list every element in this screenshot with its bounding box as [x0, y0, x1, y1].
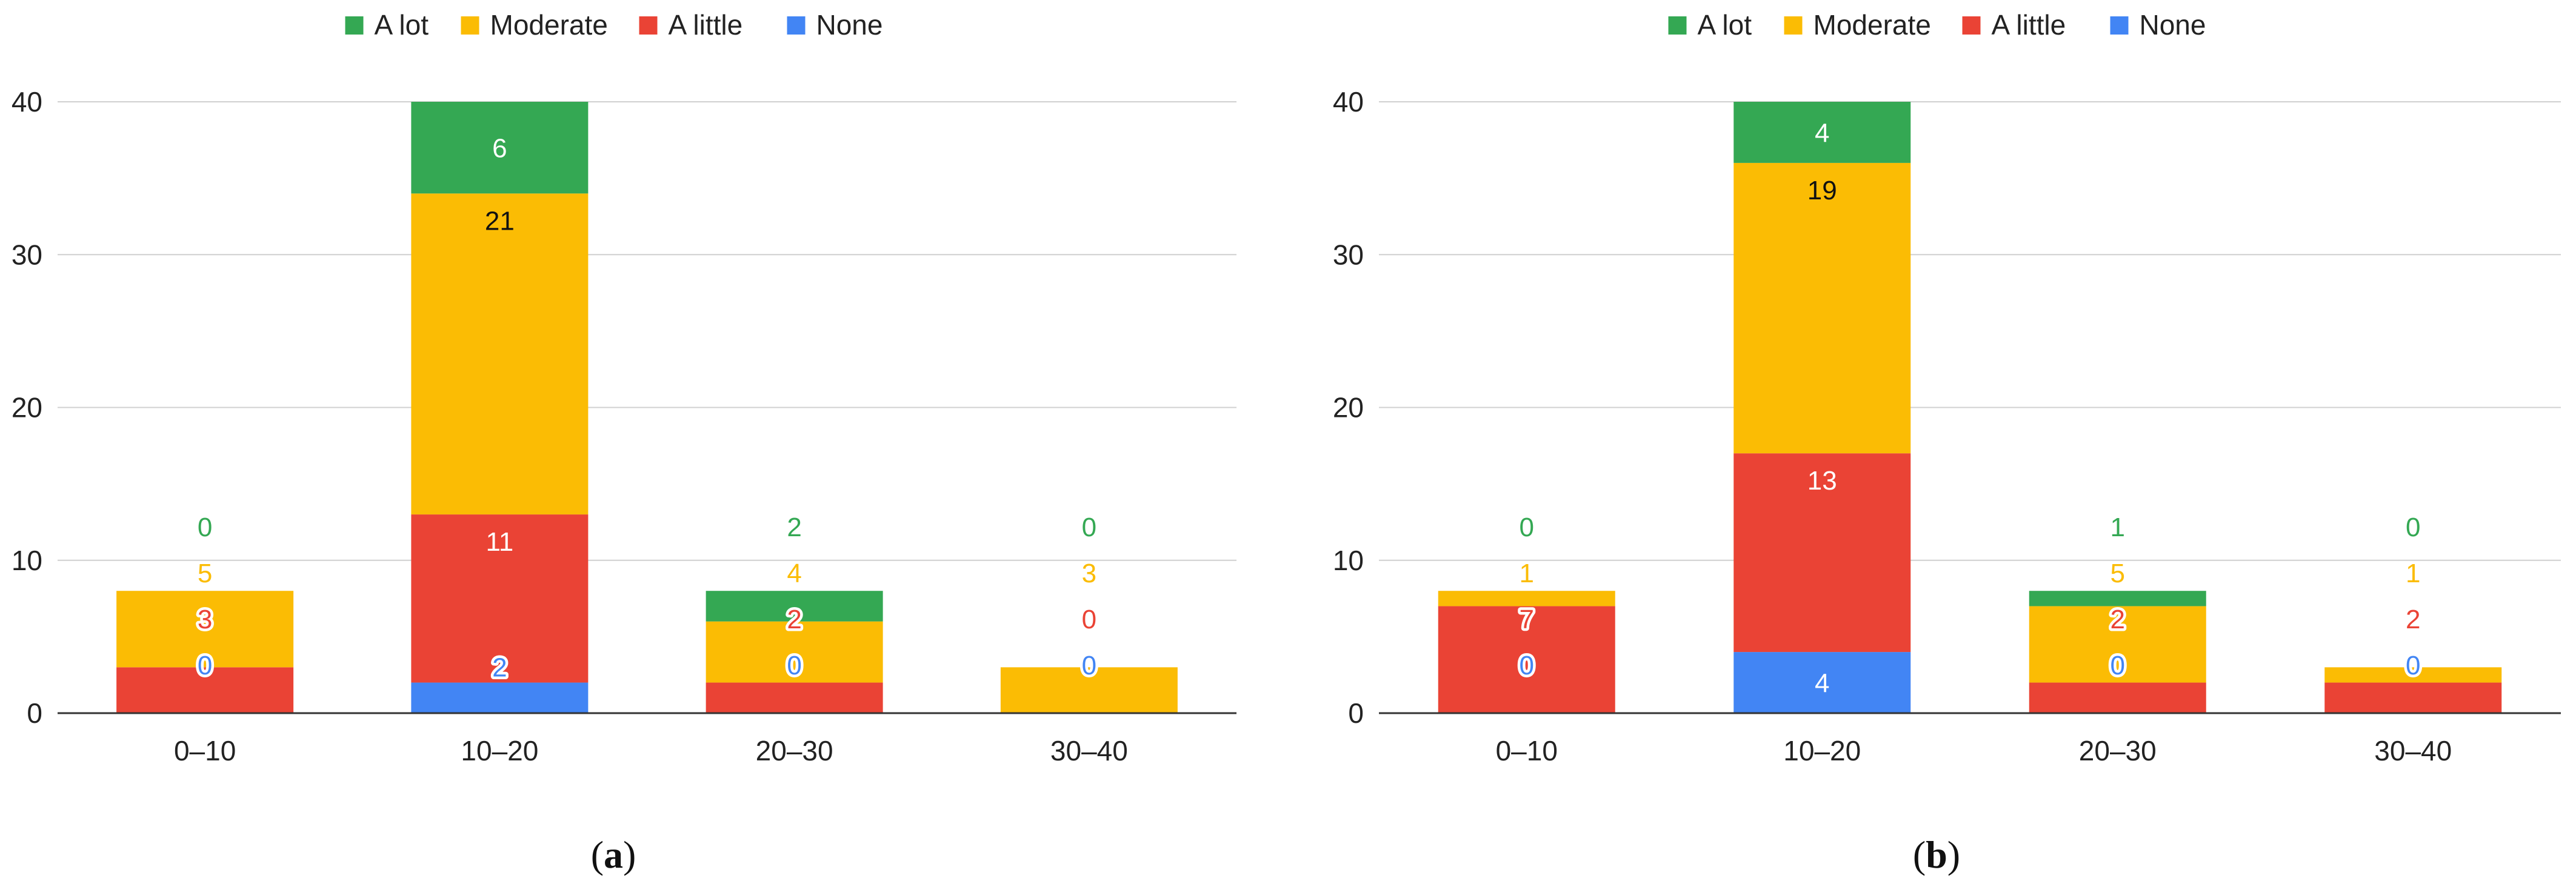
data-label: 21: [485, 206, 515, 236]
x-tick-label: 10–20: [1783, 735, 1861, 766]
y-tick-label: 0: [1348, 697, 1364, 729]
legend-label: None: [2140, 9, 2206, 41]
bar-segment-a-little: [411, 514, 589, 683]
y-tick-label: 20: [12, 392, 42, 424]
bar-segment-a-little: [2324, 682, 2502, 713]
legend-label: A lot: [1698, 9, 1752, 41]
y-tick-label: 40: [12, 86, 42, 118]
bar-segment-a-little: [1438, 606, 1615, 713]
legend-swatch: [461, 16, 479, 35]
legend-swatch: [1668, 16, 1687, 35]
data-label: 0: [1082, 513, 1096, 542]
data-label: 11: [486, 527, 514, 557]
bar-segment-moderate: [116, 591, 294, 668]
bar-segment-moderate: [1000, 667, 1178, 713]
data-label: 2: [2406, 605, 2420, 634]
data-label: 0: [2406, 513, 2420, 542]
y-tick-label: 10: [1333, 545, 1364, 576]
legend-swatch: [345, 16, 364, 35]
bar-segment-a-lot: [1733, 102, 1911, 163]
data-label: 3: [1082, 559, 1096, 588]
data-label: 0: [198, 513, 212, 542]
data-label: 0: [1082, 605, 1096, 634]
bar-segment-a-lot: [2029, 591, 2206, 607]
data-label: 2: [787, 513, 801, 542]
data-label: 5: [2111, 559, 2125, 588]
data-label: 1: [2406, 559, 2420, 588]
y-tick-label: 10: [12, 545, 42, 576]
data-label: 7: [1520, 605, 1534, 634]
bar-segment-moderate: [1438, 591, 1615, 607]
bar-segment-a-lot: [411, 102, 589, 194]
legend-label: Moderate: [1814, 9, 1931, 41]
bar-segment-moderate: [706, 621, 883, 683]
legend-label: A lot: [375, 9, 429, 41]
data-label: 0: [787, 651, 801, 680]
bar-segment-a-little: [2029, 682, 2206, 713]
y-tick-label: 0: [27, 697, 42, 729]
x-tick-label: 20–30: [2079, 735, 2157, 766]
y-tick-label: 20: [1333, 392, 1364, 424]
bar-segment-moderate: [1733, 162, 1911, 454]
y-tick-label: 30: [1333, 239, 1364, 270]
data-label: 19: [1807, 176, 1837, 205]
bar-segment-a-little: [116, 667, 294, 713]
legend-swatch: [787, 16, 806, 35]
y-tick-label: 40: [1333, 86, 1364, 118]
legend-swatch: [1784, 16, 1803, 35]
bar-segment-moderate: [2029, 606, 2206, 683]
legend-label: A little: [669, 9, 743, 41]
legend-label: None: [816, 9, 883, 41]
data-label: 3: [198, 605, 212, 634]
x-tick-label: 30–40: [1050, 735, 1128, 766]
y-tick-label: 30: [12, 239, 42, 270]
data-label: 0: [1520, 651, 1534, 680]
bar-segment-a-lot: [706, 591, 883, 622]
bar-segment-moderate: [2324, 667, 2502, 683]
data-label: 4: [1815, 118, 1829, 148]
panel-caption: (a): [591, 833, 636, 876]
panel-caption: (b): [1913, 833, 1960, 876]
x-tick-label: 20–30: [756, 735, 833, 766]
data-label: 0: [198, 651, 212, 680]
data-label: 13: [1807, 466, 1837, 496]
data-label: 1: [2111, 513, 2125, 542]
data-label: 5: [198, 559, 212, 588]
data-label: 1: [1520, 559, 1534, 588]
x-tick-label: 0–10: [174, 735, 236, 766]
data-label: 0: [2406, 651, 2420, 680]
data-label: 0: [1520, 513, 1534, 542]
bar-segment-none: [411, 682, 589, 713]
bar-segment-moderate: [411, 193, 589, 515]
data-label: 2: [787, 605, 801, 634]
data-label: 6: [492, 134, 507, 164]
data-label: 4: [787, 559, 801, 588]
bar-segment-a-little: [706, 682, 883, 713]
bar-segment-none: [1733, 652, 1911, 713]
data-label: 4: [1815, 669, 1829, 699]
data-label: 0: [2111, 651, 2125, 680]
legend-label: A little: [1992, 9, 2066, 41]
data-label: 0: [1082, 651, 1096, 680]
x-tick-label: 0–10: [1496, 735, 1558, 766]
legend-swatch: [1962, 16, 1981, 35]
legend-swatch: [639, 16, 658, 35]
legend-label: Moderate: [490, 9, 608, 41]
data-label: 2: [492, 653, 507, 683]
legend-swatch: [2110, 16, 2129, 35]
x-tick-label: 10–20: [461, 735, 538, 766]
data-label: 2: [2111, 605, 2125, 634]
x-tick-label: 30–40: [2374, 735, 2452, 766]
bar-segment-a-little: [1733, 453, 1911, 653]
